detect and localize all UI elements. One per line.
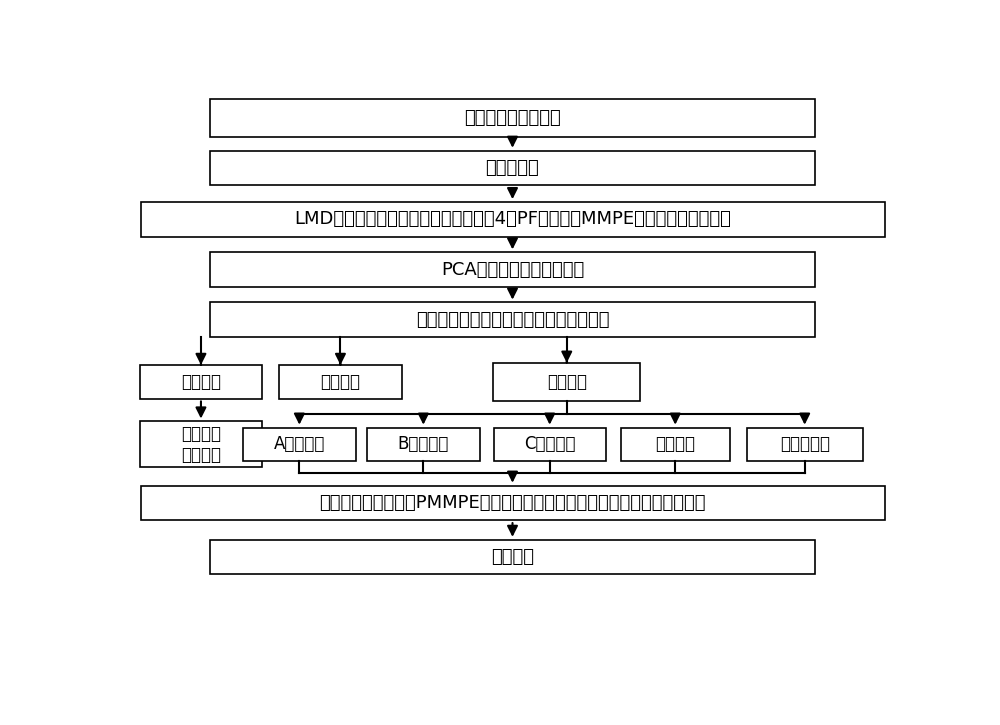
Text: C相不同期: C相不同期	[524, 435, 575, 453]
Bar	[140, 365, 262, 399]
Bar	[210, 252, 815, 287]
Text: 虚假合闸: 虚假合闸	[655, 435, 695, 453]
Bar	[140, 486, 885, 521]
Bar	[210, 99, 815, 137]
Bar	[210, 151, 815, 186]
Text: 报警模式: 报警模式	[181, 373, 221, 391]
Text: A相不同期: A相不同期	[274, 435, 325, 453]
Text: 故障程度: 故障程度	[491, 548, 534, 566]
Bar	[747, 428, 863, 461]
Bar	[493, 362, 640, 401]
Bar	[279, 365, 402, 399]
Text: LMD自适应分解，相关性分析，选取前4个PF分量进行MMPE计算，构造特征向量: LMD自适应分解，相关性分析，选取前4个PF分量进行MMPE计算，构造特征向量	[294, 210, 731, 228]
Bar	[210, 302, 815, 337]
Bar	[140, 421, 262, 467]
Bar	[621, 428, 730, 461]
Text: 对测试信号直接进行PMMPE计算，参照不同工作模式下的故障程度特性曲线: 对测试信号直接进行PMMPE计算，参照不同工作模式下的故障程度特性曲线	[319, 494, 706, 512]
Bar	[494, 428, 606, 461]
Text: 正常模式: 正常模式	[320, 373, 360, 391]
Text: 采集分合闸振动信号: 采集分合闸振动信号	[464, 109, 561, 127]
Bar	[367, 428, 480, 461]
Text: PCA法对特征向量降维处理: PCA法对特征向量降维处理	[441, 260, 584, 278]
Text: 分闸不彻底: 分闸不彻底	[780, 435, 830, 453]
Text: 小波包去噪: 小波包去噪	[486, 159, 539, 177]
Text: 输入多分类支持向量机进行工作模式识别: 输入多分类支持向量机进行工作模式识别	[416, 311, 609, 329]
Text: 提醒工作
人员注意: 提醒工作 人员注意	[181, 425, 221, 464]
Bar	[210, 539, 815, 574]
Text: B相不同期: B相不同期	[398, 435, 449, 453]
Text: 故障模式: 故障模式	[547, 373, 587, 391]
Bar	[243, 428, 356, 461]
Bar	[140, 202, 885, 236]
